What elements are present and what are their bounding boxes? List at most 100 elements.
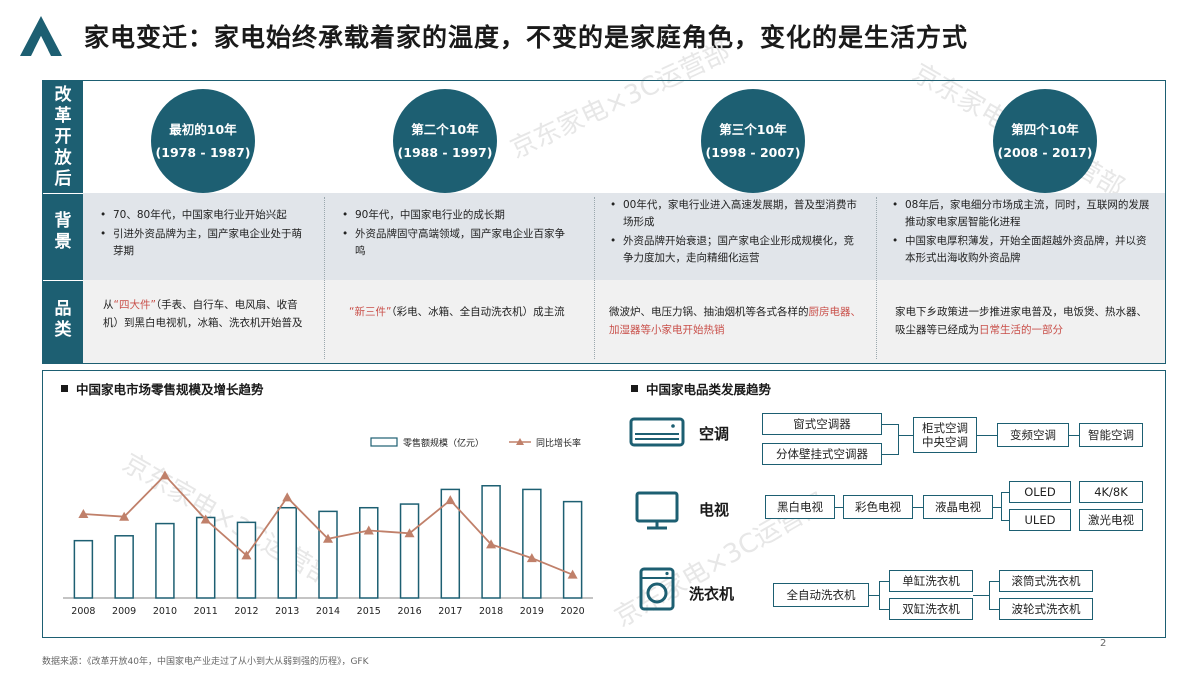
growth-point: [282, 492, 293, 502]
growth-point: [241, 550, 252, 560]
x-tick-label: 2012: [234, 606, 258, 617]
x-tick-label: 2015: [357, 606, 381, 617]
divider: [43, 193, 83, 194]
era-circle-2: 第二个10年 (1988 - 1997): [393, 89, 497, 193]
connector: [1001, 492, 1009, 493]
era-circle-3: 第三个10年 (1998 - 2007): [701, 89, 805, 193]
growth-point: [119, 511, 130, 521]
side-label-category: 品类: [54, 299, 72, 340]
connector: [898, 424, 899, 455]
connector: [882, 454, 898, 455]
node-single-tub: 单缸洗衣机: [889, 570, 973, 592]
bottom-panel: 中国家电市场零售规模及增长趋势 2008 2009 2010 2011 2012 2013…: [42, 370, 1166, 638]
bar: [318, 510, 338, 599]
category-label-tv: 电视: [699, 501, 730, 519]
bar: [399, 503, 420, 599]
category-label-ac: 空调: [699, 425, 730, 443]
node-lcd-tv: 液晶电视: [923, 495, 993, 519]
legend-bar-swatch: [370, 437, 398, 447]
era-circle-1: 最初的10年 (1978 - 1987): [151, 89, 255, 193]
node-pulsator-washer: 波轮式洗衣机: [999, 598, 1093, 620]
node-split-ac: 分体壁挂式空调器: [762, 443, 882, 465]
connector: [989, 581, 990, 610]
growth-point: [567, 569, 578, 579]
bar: [155, 522, 175, 599]
bar: [277, 506, 297, 599]
category-cell-4: 家电下乡政策进一步推进家电普及，电饭煲、热水器、吸尘器等已经成为日常生活的一部分: [895, 303, 1150, 339]
node-cabinet-ac: 柜式空调 中央空调: [913, 417, 977, 453]
trend-section-title: 中国家电品类发展趋势: [631, 379, 771, 398]
growth-point: [159, 470, 170, 480]
side-label-background: 背景: [54, 211, 72, 252]
square-bullet-icon: [61, 385, 68, 392]
x-tick-label: 2018: [479, 606, 503, 617]
category-text: 微波炉、电压力锅、抽油烟机等各式各样的: [609, 306, 809, 318]
era-name: 第四个10年: [1011, 122, 1079, 137]
node-oled: OLED: [1009, 481, 1071, 503]
page-number: 2: [1100, 638, 1107, 649]
growth-point: [78, 508, 89, 518]
category-prefix: 从: [103, 299, 114, 311]
connector: [913, 507, 923, 508]
bar: [440, 488, 461, 599]
background-item: 中国家电厚积薄发，开始全面超越外资品牌，并以资本形式出海收购外资品牌: [891, 233, 1153, 267]
background-item: 引进外资品牌为主，国产家电企业处于萌芽期: [99, 226, 309, 260]
category-highlight: 日常生活的一部分: [979, 324, 1063, 336]
connector: [879, 581, 880, 610]
background-cell-4: 08年后，家电细分市场成主流，同时，互联网的发展推动家电家居智能化进程 中国家电…: [891, 197, 1153, 269]
retail-chart: 2008 2009 2010 2011 2012 2013 2014 2015 2016 2017…: [63, 437, 593, 617]
bar: [522, 488, 542, 599]
bar: [114, 535, 134, 599]
bar: [195, 516, 216, 599]
timeline-panel: 改革开放后 背景 品类 最初的10年 (1978 - 1987) 第二个10年 …: [42, 80, 1166, 364]
x-tick-label: 2020: [561, 606, 585, 617]
category-highlight: “四大件”: [113, 299, 156, 311]
category-label-washer: 洗衣机: [689, 585, 735, 603]
column-separator: [876, 197, 877, 359]
background-item: 外资品牌开始衰退；国产家电企业形成规模化，竞争力度加大，走向精细化运营: [609, 233, 861, 267]
legend-line-label: 同比增长率: [536, 437, 581, 449]
chart-section-title: 中国家电市场零售规模及增长趋势: [61, 379, 264, 398]
growth-point: [526, 553, 537, 563]
era-circle-4: 第四个10年 (2008 - 2017): [993, 89, 1097, 193]
category-text: （手表、自行车、电风扇、收音机）到黑白电视机，冰箱、洗衣机开始普及: [103, 299, 303, 329]
bar: [236, 521, 257, 599]
side-column: 改革开放后 背景 品类: [43, 81, 83, 363]
background-item: 外资品牌固守高端领域，国产家电企业百家争鸣: [341, 226, 571, 260]
connector: [835, 507, 843, 508]
connector: [879, 609, 889, 610]
washing-machine-icon: [639, 567, 675, 611]
growth-point: [200, 514, 211, 524]
era-years: (1988 - 1997): [397, 145, 493, 160]
node-twin-tub: 双缸洗衣机: [889, 598, 973, 620]
growth-point: [486, 539, 497, 549]
node-uled: ULED: [1009, 509, 1071, 531]
brand-logo: [20, 16, 62, 56]
node-laser-tv: 激光电视: [1079, 509, 1143, 531]
node-color-tv: 彩色电视: [843, 495, 913, 519]
node-4k8k: 4K/8K: [1079, 481, 1143, 503]
x-tick-label: 2008: [71, 606, 95, 617]
x-tick-label: 2013: [275, 606, 299, 617]
connector: [898, 435, 913, 436]
column-separator: [324, 197, 325, 359]
era-name: 第三个10年: [719, 122, 787, 137]
era-years: (1978 - 1987): [155, 145, 251, 160]
category-cell-3: 微波炉、电压力锅、抽油烟机等各式各样的厨房电器、加湿器等小家电开始热销: [609, 303, 861, 339]
category-cell-1: 从“四大件”（手表、自行车、电风扇、收音机）到黑白电视机，冰箱、洗衣机开始普及: [103, 296, 313, 332]
x-tick-label: 2014: [316, 606, 340, 617]
era-years: (1998 - 2007): [705, 145, 801, 160]
x-tick-label: 2017: [438, 606, 462, 617]
x-tick-label: 2019: [520, 606, 544, 617]
era-name: 最初的10年: [169, 122, 237, 137]
page-title: 家电变迁：家电始终承载着家的温度，不变的是家庭角色，变化的是生活方式: [84, 23, 969, 52]
node-smart-ac: 智能空调: [1079, 423, 1143, 447]
bar: [359, 506, 379, 599]
legend-line-marker: [516, 438, 524, 445]
node-drum-washer: 滚筒式洗衣机: [999, 570, 1093, 592]
category-cell-2: “新三件”（彩电、冰箱、全自动洗衣机）成主流: [349, 303, 574, 321]
background-cell-2: 90年代，中国家电行业的成长期 外资品牌固守高端领域，国产家电企业百家争鸣: [341, 207, 571, 262]
growth-point: [363, 525, 374, 535]
growth-point: [404, 528, 415, 538]
connector: [1001, 492, 1002, 521]
